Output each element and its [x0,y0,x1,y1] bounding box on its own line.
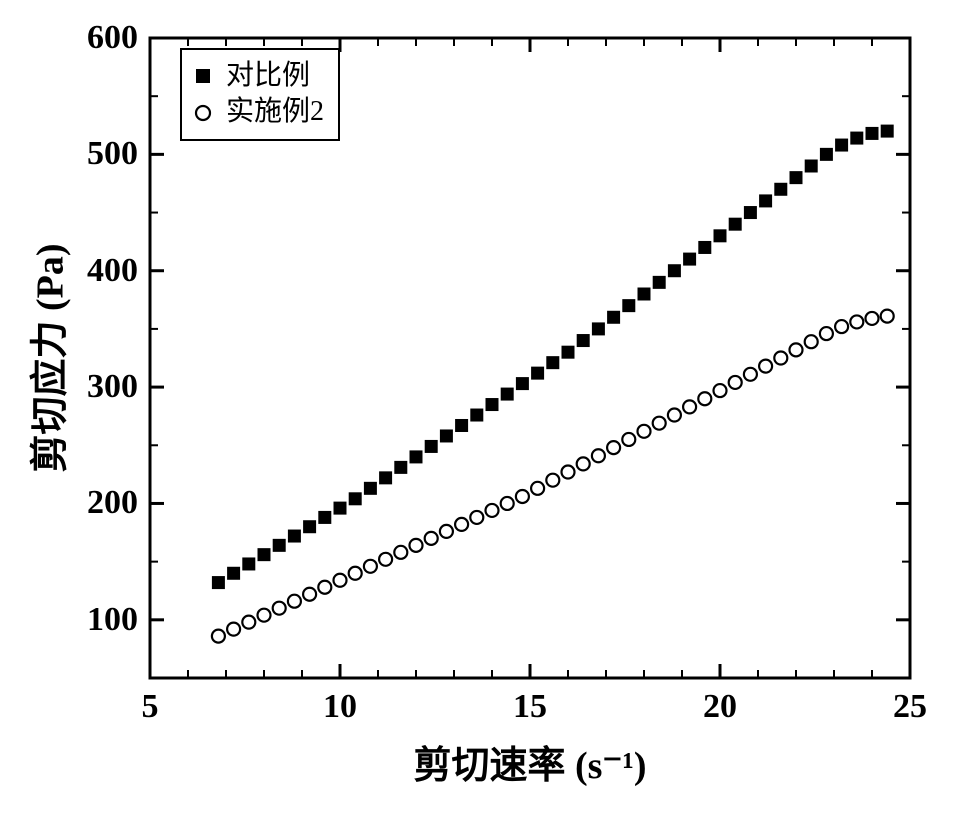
y-axis-label: 剪切应力 (Pa) [19,243,74,472]
legend: 对比例实施例2 [180,48,340,141]
legend-item: 对比例 [192,58,324,94]
legend-marker-icon [192,102,214,124]
x-tick-label: 25 [893,688,927,726]
y-tick-label: 600 [87,19,138,57]
y-tick-label: 200 [87,484,138,522]
x-tick-label: 5 [142,688,159,726]
legend-label: 实施例2 [226,94,324,130]
x-tick-label: 15 [513,688,547,726]
x-axis-label: 剪切速率 (s⁻¹) [413,734,646,789]
x-tick-label: 10 [323,688,357,726]
y-tick-label: 300 [87,368,138,406]
y-tick-label: 400 [87,252,138,290]
y-tick-label: 500 [87,135,138,173]
legend-item: 实施例2 [192,94,324,130]
legend-label: 对比例 [226,58,310,94]
y-tick-label: 100 [87,601,138,639]
legend-marker-icon [192,65,214,87]
x-tick-label: 20 [703,688,737,726]
chart-container: 剪切应力 (Pa) 剪切速率 (s⁻¹) 5 10 15 20 25 100 200 300 4… [0,0,964,829]
